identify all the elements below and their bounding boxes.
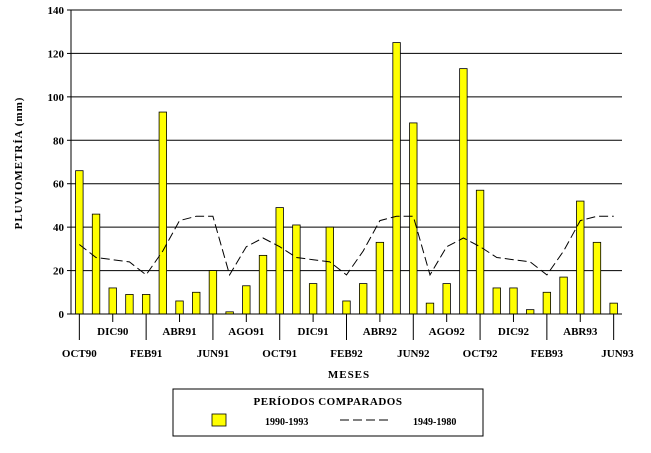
y-tick-label: 40 [53,222,65,234]
bar [542,291,552,315]
x-tick-label: OCT90 [62,348,97,360]
y-axis-title: PLUVIOMETRÍA (mm) [13,97,25,230]
x-tick-label: AGO92 [429,326,466,338]
bar [175,300,184,315]
bar [375,241,385,315]
bar [559,276,568,315]
axes [70,10,622,315]
legend-label-1990-1993: 1990-1993 [265,417,308,428]
bar [475,189,485,315]
bar [125,294,134,315]
x-tick-label: JUN93 [601,348,634,360]
bar [242,285,251,315]
x-tick-label: JUN92 [397,348,430,360]
x-axis-ticks: DIC90 ABR91 AGO91 DIC91 ABR92 AGO92 DIC92 ABR93… [62,314,634,360]
gridlines [71,9,622,272]
bar [576,200,585,315]
y-tick-label: 20 [53,266,65,278]
bar [609,302,618,315]
x-tick-label: ABR92 [363,326,398,338]
y-axis-ticks: 0 20 40 60 80 100 120 140 [48,5,71,321]
reference-line-series [78,215,614,277]
bar [425,302,435,315]
legend-title: PERÍODOS COMPARADOS [254,396,403,408]
x-tick-label: DIC92 [498,326,530,338]
x-tick-label: JUN91 [197,348,229,360]
x-tick-label: FEB91 [130,348,162,360]
bar [509,287,518,315]
bar [75,170,84,315]
bar-series [75,42,618,315]
bar [526,309,535,315]
y-tick-label: 80 [53,135,65,147]
series-line-1949-1980 [78,215,614,277]
bar [258,254,268,315]
bar [108,287,117,315]
bar [292,224,301,315]
x-tick-label: FEB93 [531,348,564,360]
bar [392,42,401,315]
y-tick-label: 100 [48,92,65,104]
bar [141,294,151,315]
x-tick-label: ABR93 [563,326,598,338]
bar [192,291,201,315]
legend-label-1949-1980: 1949-1980 [413,417,456,428]
x-tick-label: OCT92 [463,348,498,360]
y-tick-label: 0 [59,309,65,321]
bar [592,241,602,315]
y-tick-label: 60 [53,179,65,191]
bar [208,270,218,315]
x-tick-label: AGO91 [228,326,264,338]
bar [275,207,284,315]
bar [359,283,368,315]
legend-box [172,388,484,437]
bar [459,68,468,315]
bar [91,213,101,315]
y-tick-label: 120 [48,48,65,60]
x-tick-label: OCT91 [262,348,297,360]
x-tick-label: FEB92 [330,348,363,360]
x-axis-title: MESES [328,369,370,381]
bar [325,226,334,315]
x-tick-label: DIC90 [97,326,129,338]
bar [158,111,167,315]
bar [308,283,318,315]
y-tick-label: 140 [48,5,65,17]
bar [442,283,451,315]
x-tick-label: DIC91 [298,326,329,338]
legend: PERÍODOS COMPARADOS 1990-1993 1949-1980 [172,388,484,437]
legend-swatch-1990-1993 [211,413,227,427]
bar [409,122,418,315]
bar [492,287,501,315]
x-tick-label: ABR91 [162,326,196,338]
bar [342,300,351,315]
